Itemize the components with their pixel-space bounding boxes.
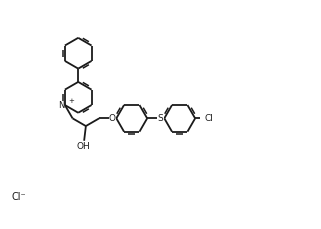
Text: Cl⁻: Cl⁻	[12, 192, 26, 202]
Text: OH: OH	[76, 142, 90, 151]
Text: +: +	[68, 98, 74, 104]
Text: O: O	[109, 114, 116, 123]
Text: N: N	[58, 101, 64, 109]
Text: Cl: Cl	[205, 114, 214, 123]
Text: S: S	[158, 114, 163, 123]
